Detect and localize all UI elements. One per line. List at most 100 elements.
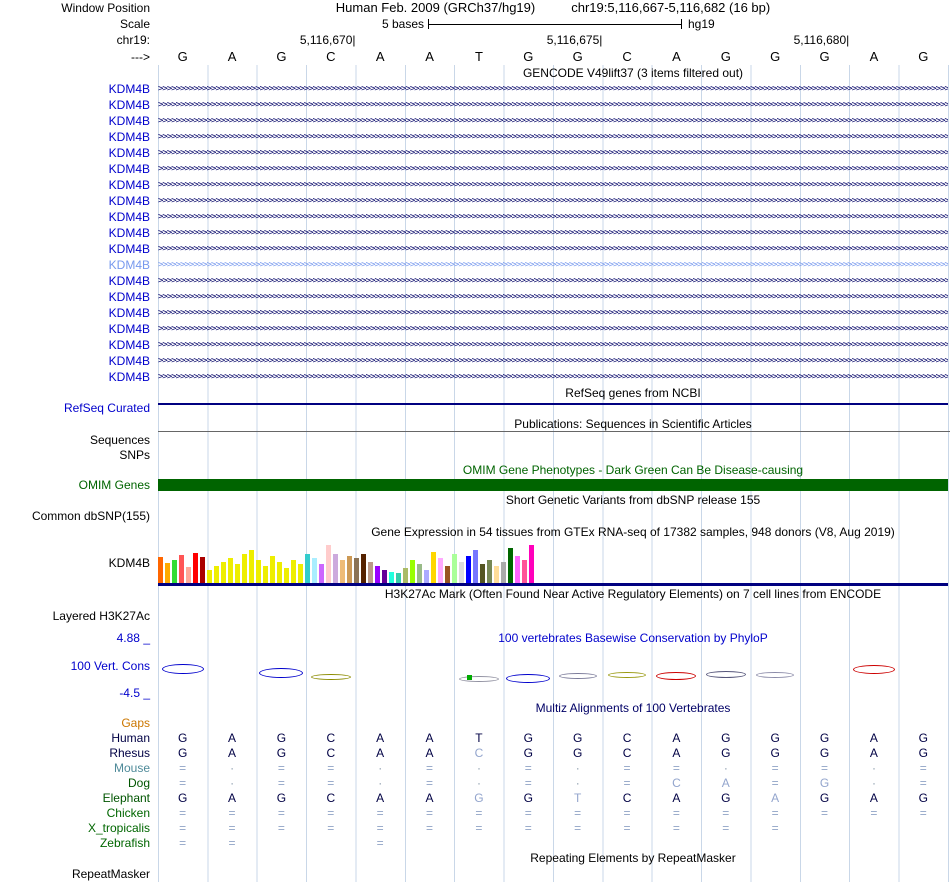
h3k27ac-label[interactable]: Layered H3K27Ac xyxy=(52,609,150,623)
alignment-row-zebrafish[interactable]: Zebrafish = = = xyxy=(0,836,950,851)
h3k27ac-row[interactable]: Layered H3K27Ac xyxy=(0,602,950,630)
snps-label[interactable]: SNPs xyxy=(119,448,150,462)
gene-model-row[interactable]: KDM4B >>>>>>>>>>>>>>>>>>>>>>>>>>>>>>>>>>>… xyxy=(0,209,950,225)
refseq-curated-row[interactable]: RefSeq Curated xyxy=(0,401,950,416)
gene-model-row[interactable]: KDM4B >>>>>>>>>>>>>>>>>>>>>>>>>>>>>>>>>>>… xyxy=(0,289,950,305)
gene-model-row[interactable]: KDM4B >>>>>>>>>>>>>>>>>>>>>>>>>>>>>>>>>>>… xyxy=(0,161,950,177)
omim-genes-row[interactable]: OMIM Genes xyxy=(0,478,950,492)
gene-model-row[interactable]: KDM4B >>>>>>>>>>>>>>>>>>>>>>>>>>>>>>>>>>>… xyxy=(0,81,950,97)
gene-label[interactable]: KDM4B xyxy=(108,226,150,240)
alignment-cell xyxy=(849,836,898,851)
multiz-alignment-rows: Gaps Human G A G C A A T G G C A G G G A G Rhesus G A G C A A C G G… xyxy=(0,716,950,851)
gene-label[interactable]: KDM4B xyxy=(108,258,150,272)
alignment-cell: G xyxy=(178,791,188,805)
species-label[interactable]: Zebrafish xyxy=(99,836,150,850)
alignment-row-rhesus[interactable]: Rhesus G A G C A A C G G C A G G G A G xyxy=(0,746,950,761)
gtex-gene-label[interactable]: KDM4B xyxy=(108,556,150,570)
gene-label[interactable]: KDM4B xyxy=(108,130,150,144)
gene-label[interactable]: KDM4B xyxy=(108,306,150,320)
gtex-tissue-bar xyxy=(494,566,499,583)
gene-model-row[interactable]: KDM4B >>>>>>>>>>>>>>>>>>>>>>>>>>>>>>>>>>>… xyxy=(0,321,950,337)
gene-label[interactable]: KDM4B xyxy=(108,178,150,192)
alignment-cell: G xyxy=(573,746,583,760)
dbsnp-label[interactable]: Common dbSNP(155) xyxy=(31,509,150,523)
species-label[interactable]: Rhesus xyxy=(109,746,150,760)
dbsnp-row[interactable]: Common dbSNP(155) xyxy=(0,508,950,524)
alignment-cell: = xyxy=(919,806,927,820)
gene-label[interactable]: KDM4B xyxy=(108,82,150,96)
alignment-row-mouse[interactable]: Mouse = · = = · = · = · = = · = = · = xyxy=(0,761,950,776)
gene-label[interactable]: KDM4B xyxy=(108,98,150,112)
sequence-row[interactable]: ---> G A G C A A T G G C A G G G A G xyxy=(0,49,950,65)
alignment-cell xyxy=(849,821,898,836)
gene-label[interactable]: KDM4B xyxy=(108,354,150,368)
publications-sequences-row[interactable]: Sequences xyxy=(0,432,950,448)
conservation-square xyxy=(466,675,472,680)
conservation-mark xyxy=(506,674,551,683)
gtex-tissue-bar xyxy=(221,562,226,583)
gene-label[interactable]: KDM4B xyxy=(108,290,150,304)
species-label[interactable]: Human xyxy=(111,731,150,745)
species-label[interactable]: Dog xyxy=(127,776,150,790)
gene-model-row[interactable]: KDM4B >>>>>>>>>>>>>>>>>>>>>>>>>>>>>>>>>>>… xyxy=(0,113,950,129)
species-label[interactable]: Chicken xyxy=(106,806,150,820)
gene-model-row[interactable]: KDM4B >>>>>>>>>>>>>>>>>>>>>>>>>>>>>>>>>>>… xyxy=(0,145,950,161)
species-label[interactable]: Mouse xyxy=(113,761,150,775)
gene-model-row[interactable]: KDM4B >>>>>>>>>>>>>>>>>>>>>>>>>>>>>>>>>>>… xyxy=(0,305,950,321)
gene-model-row[interactable]: KDM4B >>>>>>>>>>>>>>>>>>>>>>>>>>>>>>>>>>>… xyxy=(0,177,950,193)
alignment-cell xyxy=(257,716,306,731)
omim-gene-bar[interactable] xyxy=(158,479,948,491)
gene-label[interactable]: KDM4B xyxy=(108,242,150,256)
alignment-row-human[interactable]: Human G A G C A A T G G C A G G G A G xyxy=(0,731,950,746)
gene-model-row[interactable]: KDM4B >>>>>>>>>>>>>>>>>>>>>>>>>>>>>>>>>>>… xyxy=(0,241,950,257)
gene-label[interactable]: KDM4B xyxy=(108,114,150,128)
species-label[interactable]: X_tropicalis xyxy=(87,821,150,835)
gene-label[interactable]: KDM4B xyxy=(108,162,150,176)
gene-label[interactable]: KDM4B xyxy=(108,370,150,384)
repeatmasker-label[interactable]: RepeatMasker xyxy=(71,867,150,881)
alignment-row-elephant[interactable]: Elephant G A G C A A G G T C A G A G A G xyxy=(0,791,950,806)
gene-label[interactable]: KDM4B xyxy=(108,338,150,352)
alignment-cell xyxy=(602,716,651,731)
conservation-mark xyxy=(458,676,499,682)
alignment-row-dog[interactable]: Dog = · = = · = · = · = C A = G · = xyxy=(0,776,950,791)
gtex-tissue-bar xyxy=(501,562,506,583)
gene-label[interactable]: KDM4B xyxy=(108,322,150,336)
gene-model-row[interactable]: KDM4B >>>>>>>>>>>>>>>>>>>>>>>>>>>>>>>>>>>… xyxy=(0,225,950,241)
gene-model-row[interactable]: KDM4B >>>>>>>>>>>>>>>>>>>>>>>>>>>>>>>>>>>… xyxy=(0,273,950,289)
gene-model-row[interactable]: KDM4B >>>>>>>>>>>>>>>>>>>>>>>>>>>>>>>>>>>… xyxy=(0,257,950,273)
gene-direction-arrows: >>>>>>>>>>>>>>>>>>>>>>>>>>>>>>>>>>>>>>>>… xyxy=(158,148,948,158)
gtex-tissue-bar xyxy=(340,560,345,583)
gtex-bar-chart[interactable] xyxy=(158,543,534,583)
conservation-min-value: -4.5 _ xyxy=(119,686,150,700)
gene-model-row[interactable]: KDM4B >>>>>>>>>>>>>>>>>>>>>>>>>>>>>>>>>>>… xyxy=(0,369,950,385)
gene-label[interactable]: KDM4B xyxy=(108,210,150,224)
gene-direction-arrows: >>>>>>>>>>>>>>>>>>>>>>>>>>>>>>>>>>>>>>>>… xyxy=(158,180,948,190)
sequences-label[interactable]: Sequences xyxy=(89,433,150,447)
gtex-expression-row[interactable]: KDM4B xyxy=(0,540,950,586)
gene-direction-arrows: >>>>>>>>>>>>>>>>>>>>>>>>>>>>>>>>>>>>>>>>… xyxy=(158,308,948,318)
species-label[interactable]: Gaps xyxy=(121,716,150,730)
alignment-cell: C xyxy=(672,776,681,790)
gene-label[interactable]: KDM4B xyxy=(108,146,150,160)
alignment-row-x_tropicalis[interactable]: X_tropicalis = = = = = = = = = = = = = xyxy=(0,821,950,836)
species-label[interactable]: Elephant xyxy=(102,791,150,805)
publications-snps-row[interactable]: SNPs xyxy=(0,448,950,463)
repeatmasker-row[interactable]: RepeatMasker xyxy=(0,866,950,882)
gtex-tissue-bar xyxy=(200,557,205,583)
alignment-cell: G xyxy=(721,791,731,805)
gene-model-row[interactable]: KDM4B >>>>>>>>>>>>>>>>>>>>>>>>>>>>>>>>>>>… xyxy=(0,97,950,113)
conservation-track-row[interactable]: 100 Vert. Cons xyxy=(0,646,950,686)
conservation-label[interactable]: 100 Vert. Cons xyxy=(70,659,150,673)
alignment-cell xyxy=(800,836,849,851)
gene-model-row[interactable]: KDM4B >>>>>>>>>>>>>>>>>>>>>>>>>>>>>>>>>>>… xyxy=(0,129,950,145)
gene-model-row[interactable]: KDM4B >>>>>>>>>>>>>>>>>>>>>>>>>>>>>>>>>>>… xyxy=(0,193,950,209)
alignment-row-gaps[interactable]: Gaps xyxy=(0,716,950,731)
omim-genes-label[interactable]: OMIM Genes xyxy=(78,478,150,492)
gene-label[interactable]: KDM4B xyxy=(108,194,150,208)
gene-label[interactable]: KDM4B xyxy=(108,274,150,288)
gene-model-row[interactable]: KDM4B >>>>>>>>>>>>>>>>>>>>>>>>>>>>>>>>>>>… xyxy=(0,353,950,369)
gene-model-row[interactable]: KDM4B >>>>>>>>>>>>>>>>>>>>>>>>>>>>>>>>>>>… xyxy=(0,337,950,353)
alignment-row-chicken[interactable]: Chicken = = = = = = = = = = = = = = = = xyxy=(0,806,950,821)
refseq-curated-label[interactable]: RefSeq Curated xyxy=(63,401,150,415)
